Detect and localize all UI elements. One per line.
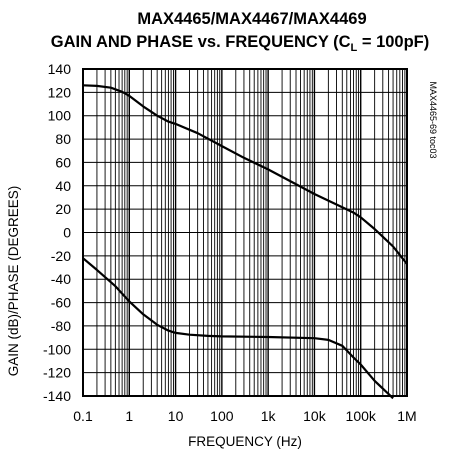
- y-axis-label: GAIN (dB)/PHASE (DEGREES): [6, 186, 21, 377]
- y-tick-label: -120: [43, 365, 71, 381]
- y-tick-label: -40: [51, 271, 71, 287]
- x-tick-label: 1M: [397, 408, 416, 424]
- y-tick-label: 20: [55, 201, 71, 217]
- gain-curve: [82, 84, 408, 265]
- x-tick-label: 1k: [261, 408, 277, 424]
- x-tick-label: 1: [125, 408, 133, 424]
- y-tick-label: -140: [43, 388, 71, 404]
- y-tick-label: 80: [55, 131, 71, 147]
- x-tick-label: 10k: [303, 408, 327, 424]
- y-tick-label: 0: [63, 225, 71, 241]
- y-tick-label: -60: [51, 295, 71, 311]
- x-axis-label: FREQUENCY (Hz): [188, 434, 302, 449]
- x-tick-label: 10: [168, 408, 184, 424]
- grid: [82, 68, 407, 397]
- chart-title-line1: MAX4465/MAX4467/MAX4469: [137, 10, 366, 28]
- y-tick-label: -100: [43, 341, 71, 357]
- phase-curve: [82, 257, 394, 400]
- x-tick-label: 0.1: [73, 408, 93, 424]
- y-tick-label: 120: [48, 84, 72, 100]
- part-code: MAX4465-69 toc03: [428, 81, 438, 158]
- y-tick-label: -20: [51, 248, 71, 264]
- y-tick-label: -80: [51, 318, 71, 334]
- x-tick-label: 100: [210, 408, 234, 424]
- y-tick-label: 140: [48, 61, 72, 77]
- y-tick-label: 60: [55, 154, 71, 170]
- y-tick-labels: 140 120 100 80 60 40 20 0 -20 -40 -60 -80 -100 -120 -1…: [43, 61, 71, 404]
- chart-title-line2: GAIN AND PHASE vs. FREQUENCY (CL = 100pF…: [51, 33, 430, 54]
- x-tick-label: 100k: [346, 408, 377, 424]
- plot-frame: [82, 68, 408, 397]
- series-group: [82, 84, 408, 400]
- y-tick-label: 40: [55, 178, 71, 194]
- x-tick-labels: 0.1 1 10 100 1k 10k 100k 1M: [73, 408, 416, 424]
- y-tick-label: 100: [48, 108, 72, 124]
